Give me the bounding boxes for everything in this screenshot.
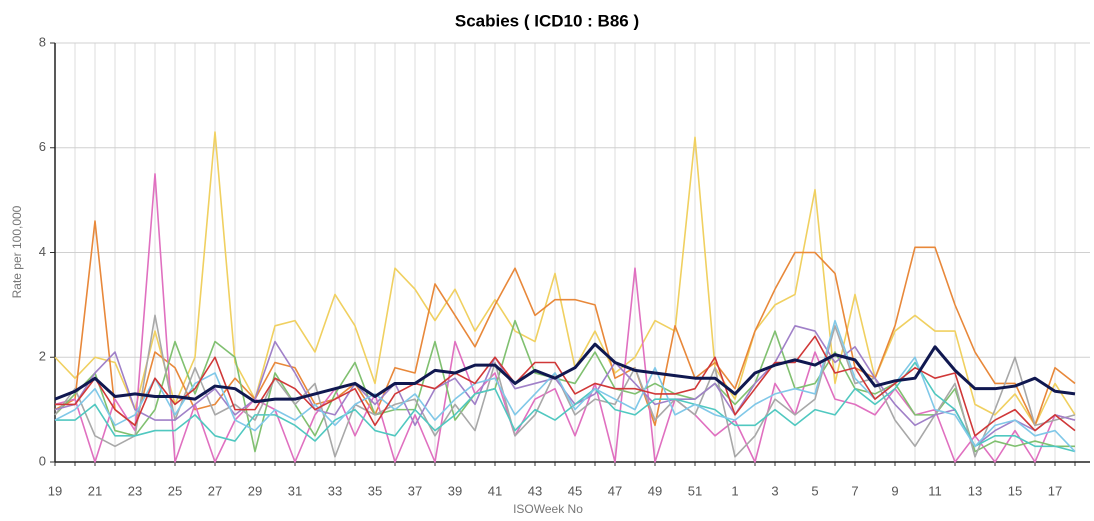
- y-tick-label: 8: [39, 34, 46, 49]
- x-tick-label: 35: [368, 483, 382, 498]
- x-tick-label: 49: [648, 483, 662, 498]
- x-tick-label: 39: [448, 483, 462, 498]
- x-tick-label: 1: [731, 483, 738, 498]
- x-tick-label: 11: [928, 483, 942, 498]
- x-tick-label: 15: [1008, 483, 1022, 498]
- x-tick-label: 41: [488, 483, 502, 498]
- x-tick-label: 19: [48, 483, 62, 498]
- x-tick-label: 31: [288, 483, 302, 498]
- y-tick-label: 0: [39, 453, 46, 468]
- series-line: [55, 335, 1076, 437]
- x-tick-label: 23: [128, 483, 142, 498]
- x-tick-label: 13: [968, 483, 982, 498]
- x-tick-label: 51: [688, 483, 702, 498]
- y-tick-label: 6: [39, 139, 46, 154]
- x-tick-label: 27: [208, 483, 222, 498]
- x-tick-label: 5: [811, 483, 818, 498]
- x-tick-label: 17: [1048, 483, 1062, 498]
- x-tick-label: 37: [408, 483, 422, 498]
- x-tick-label: 21: [88, 483, 102, 498]
- series-line: [54, 220, 1076, 427]
- x-tick-label: 29: [248, 483, 262, 498]
- series-line: [54, 342, 1076, 404]
- x-tick-label: 43: [528, 483, 542, 498]
- series-line: [54, 131, 1076, 427]
- x-tick-label: 7: [851, 483, 858, 498]
- y-axis-title: Rate per 100,000: [10, 205, 24, 298]
- x-tick-label: 45: [568, 483, 582, 498]
- y-tick-label: 2: [39, 349, 46, 364]
- series-line: [54, 319, 1076, 453]
- x-tick-label: 47: [608, 483, 622, 498]
- series-line: [54, 319, 1075, 453]
- x-tick-label: 33: [328, 483, 342, 498]
- x-tick-label: 25: [168, 483, 182, 498]
- y-tick-label: 4: [39, 244, 46, 259]
- x-axis-title: ISOWeek No: [513, 502, 583, 516]
- x-tick-label: 9: [891, 483, 898, 498]
- chart-title: Scabies ( ICD10 : B86 ): [455, 11, 639, 30]
- x-tick-label: 3: [771, 483, 778, 498]
- series-line: [54, 314, 1076, 458]
